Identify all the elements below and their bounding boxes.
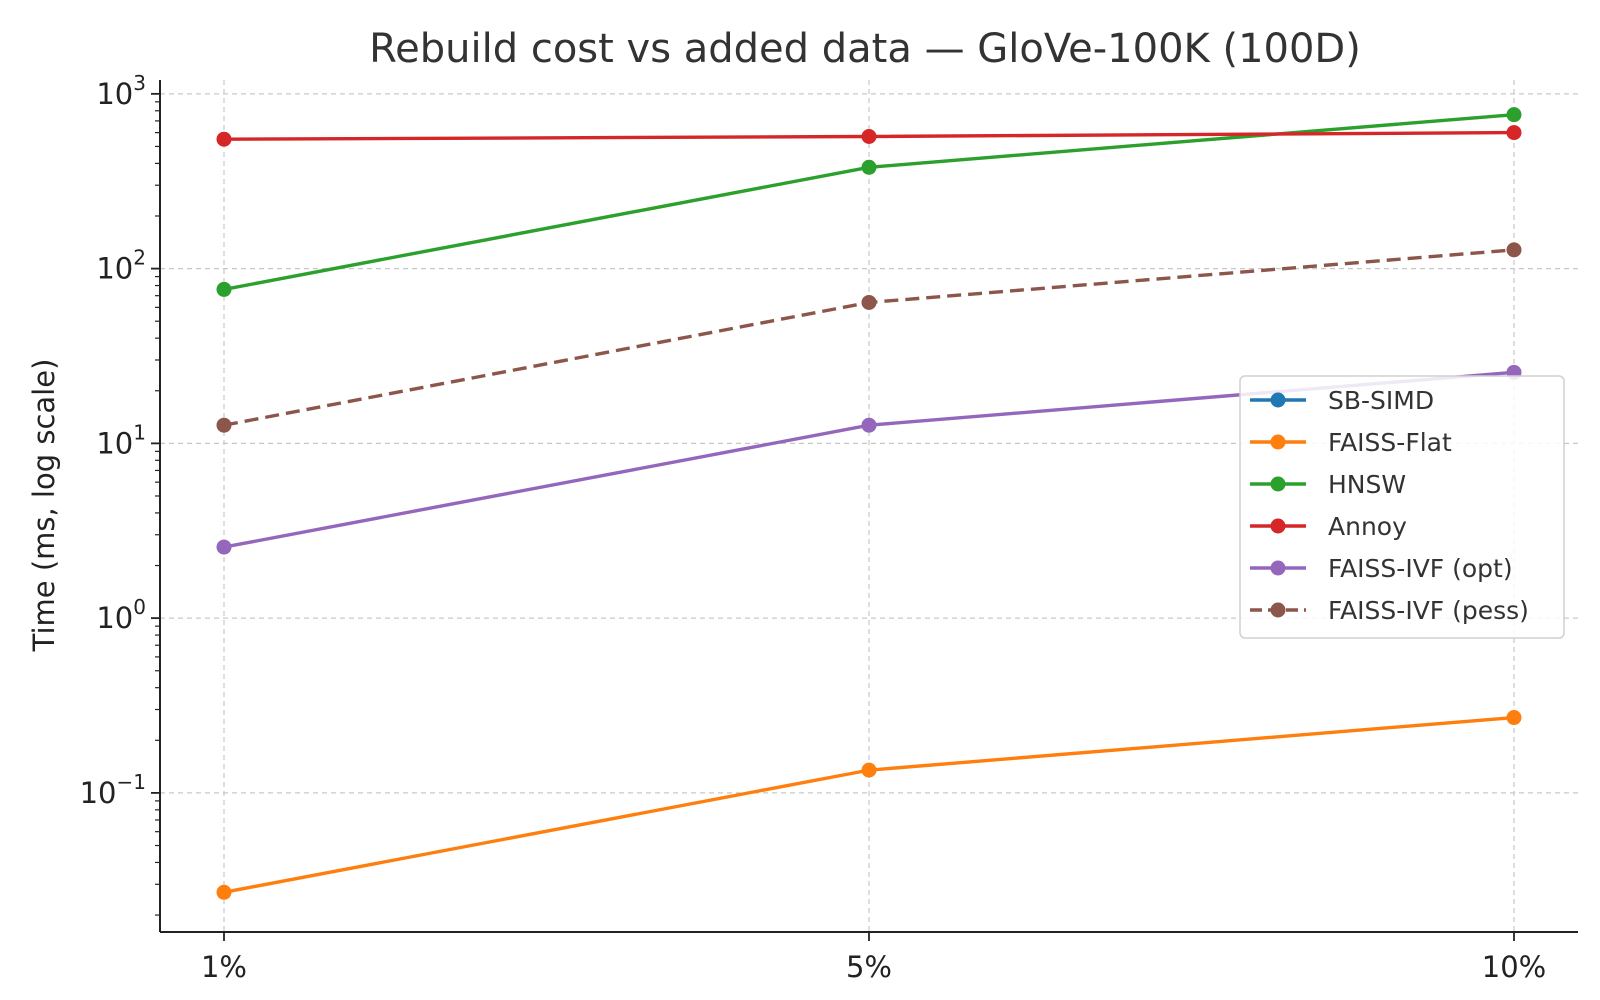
legend-item: FAISS-IVF (opt) xyxy=(1250,554,1513,583)
y-ticks: 10−1 100 101 102 103 xyxy=(80,71,160,916)
chart-title: Rebuild cost vs added data — GloVe-100K … xyxy=(369,26,1361,72)
series-faiss-flat xyxy=(216,710,1522,900)
legend-marker xyxy=(1270,476,1286,492)
data-point xyxy=(1506,125,1522,141)
legend-item: SB-SIMD xyxy=(1250,386,1434,415)
data-point xyxy=(216,417,232,433)
y-axis-label: Time (ms, log scale) xyxy=(27,359,61,653)
data-point xyxy=(861,762,877,778)
legend-item: HNSW xyxy=(1250,470,1406,499)
data-point xyxy=(216,884,232,900)
legend-marker xyxy=(1270,434,1286,450)
y-tick-label: 100 xyxy=(96,595,146,635)
y-tick-label: 101 xyxy=(96,420,146,460)
legend-item: FAISS-Flat xyxy=(1250,428,1452,457)
legend-marker xyxy=(1270,392,1286,408)
legend-label: FAISS-IVF (pess) xyxy=(1328,596,1529,625)
legend-marker xyxy=(1270,518,1286,534)
legend-label: FAISS-IVF (opt) xyxy=(1328,554,1513,583)
legend-item: FAISS-IVF (pess) xyxy=(1250,596,1529,625)
legend-label: Annoy xyxy=(1328,512,1407,541)
data-point xyxy=(861,159,877,175)
x-tick-label: 5% xyxy=(846,950,892,984)
y-tick-label: 10−1 xyxy=(80,770,146,810)
legend-label: FAISS-Flat xyxy=(1328,428,1452,457)
data-point xyxy=(1506,710,1522,726)
data-point xyxy=(861,294,877,310)
data-point xyxy=(216,539,232,555)
legend-label: HNSW xyxy=(1328,470,1406,499)
legend-label: SB-SIMD xyxy=(1328,386,1434,415)
x-tick-label: 1% xyxy=(201,950,247,984)
legend: SB-SIMD FAISS-Flat HNSW Annoy FAISS-IVF (opt… xyxy=(1239,375,1565,639)
data-point xyxy=(216,131,232,147)
data-point xyxy=(1506,242,1522,258)
data-point xyxy=(216,281,232,297)
y-tick-label: 103 xyxy=(96,71,146,111)
series-faiss-ivf-pess xyxy=(216,242,1522,433)
legend-marker xyxy=(1270,602,1286,618)
legend-box xyxy=(1239,375,1565,639)
series-hnsw xyxy=(216,107,1522,297)
legend-item: Annoy xyxy=(1250,512,1407,541)
series-annoy xyxy=(216,125,1522,147)
y-tick-label: 102 xyxy=(96,246,146,286)
x-tick-label: 10% xyxy=(1482,950,1546,984)
data-point xyxy=(861,417,877,433)
data-point xyxy=(861,129,877,145)
data-point xyxy=(1506,107,1522,123)
legend-marker xyxy=(1270,560,1286,576)
x-ticks: 1% 5% 10% xyxy=(201,932,1546,984)
